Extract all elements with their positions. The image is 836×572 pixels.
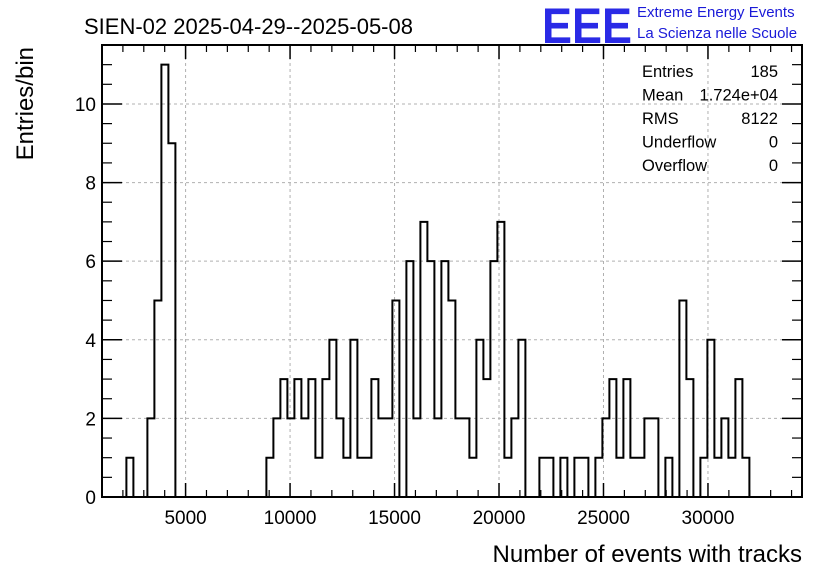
x-tick-label: 20000 (473, 508, 526, 529)
stats-label: Mean (642, 87, 683, 105)
stats-value: 8122 (741, 110, 778, 128)
stats-label: Entries (642, 63, 693, 81)
y-tick-label: 10 (75, 95, 96, 116)
x-tick-label: 5000 (164, 508, 206, 529)
logo-line-2: La Scienza nelle Scuole (637, 25, 797, 42)
y-tick-label: 4 (85, 331, 96, 352)
y-tick-label: 0 (85, 488, 96, 509)
x-tick-label: 30000 (682, 508, 735, 529)
x-tick-labels: 5000 10000 15000 20000 25000 30000 (164, 508, 734, 529)
chart-title: SIEN-02 2025-04-29--2025-05-08 (84, 14, 413, 39)
stats-value: 1.724e+04 (700, 87, 778, 105)
stats-value: 0 (769, 157, 778, 175)
logo-line-1: Extreme Energy Events (637, 4, 795, 21)
stats-label: RMS (642, 110, 679, 128)
y-tick-label: 2 (85, 409, 96, 430)
x-tick-label: 10000 (264, 508, 317, 529)
x-tick-label: 15000 (368, 508, 421, 529)
y-tick-label: 6 (85, 252, 96, 273)
y-tick-label: 8 (85, 174, 96, 195)
y-tick-labels: 0 2 4 6 8 10 (75, 95, 97, 509)
x-tick-label: 25000 (577, 508, 630, 529)
stats-box: Entries 185 Mean 1.724e+04 RMS 8122 Underflow 0… (642, 63, 778, 175)
stats-value: 0 (769, 134, 778, 152)
grid-lines (102, 45, 802, 497)
eee-logo: EEE Extreme Energy Events La Scienza nel… (542, 0, 797, 54)
y-axis-label: Entries/bin (12, 47, 39, 160)
x-axis-label: Number of events with tracks (493, 541, 802, 568)
stats-value: 185 (750, 63, 778, 81)
stats-label: Underflow (642, 134, 716, 152)
stats-label: Overflow (642, 157, 707, 175)
plot-frame (101, 44, 803, 498)
